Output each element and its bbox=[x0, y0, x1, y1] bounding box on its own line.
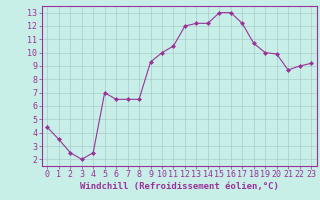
X-axis label: Windchill (Refroidissement éolien,°C): Windchill (Refroidissement éolien,°C) bbox=[80, 182, 279, 191]
